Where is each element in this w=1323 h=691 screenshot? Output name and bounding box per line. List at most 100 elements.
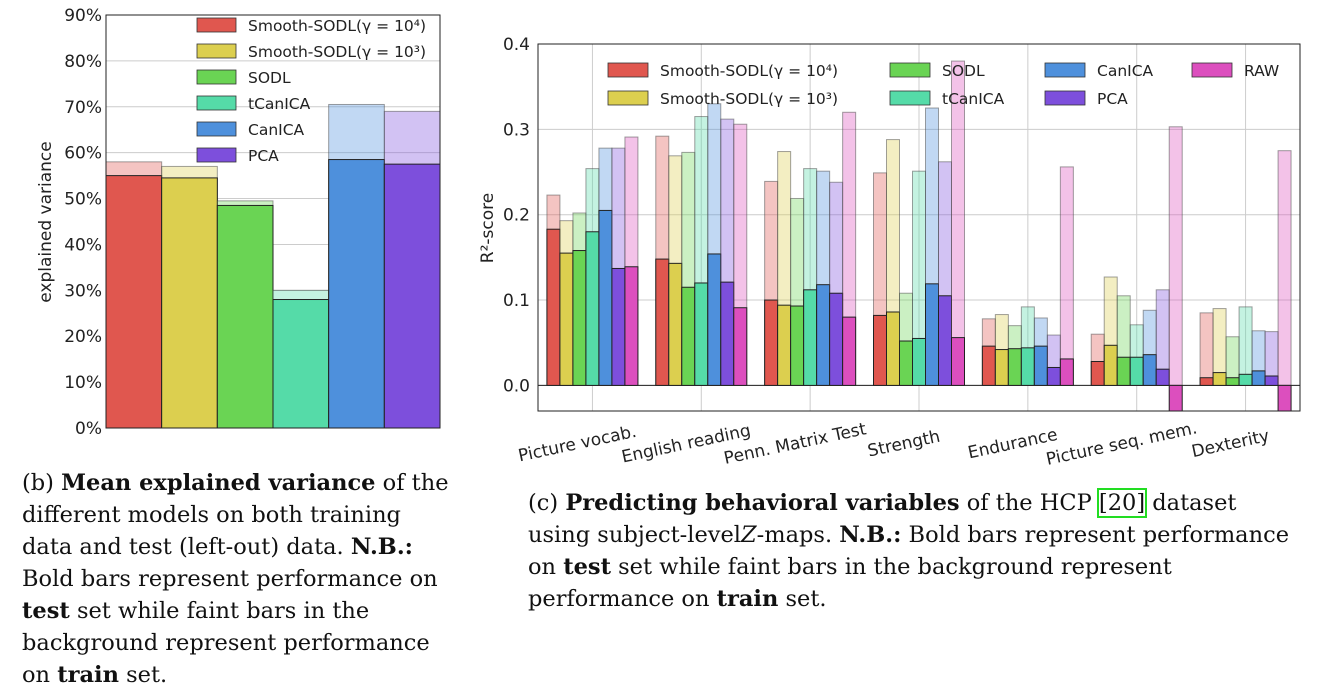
- left-caption-nb: N.B.:: [350, 534, 413, 560]
- right-legend-swatch: [1044, 62, 1086, 78]
- right-legend-label: RAW: [1244, 62, 1279, 80]
- right-bar-test: [777, 304, 792, 386]
- right-bar-test: [1212, 372, 1227, 386]
- left-caption-text3: set while faint bars in the background r…: [22, 598, 430, 688]
- left-bars: [105, 103, 441, 429]
- right-bar-test: [873, 314, 887, 386]
- right-bar-test: [1059, 358, 1074, 386]
- right-caption-test: test: [563, 554, 611, 580]
- left-legend-swatch: [196, 95, 237, 111]
- left-ytick-label: 10%: [64, 373, 102, 393]
- right-bar-test: [1251, 370, 1266, 386]
- right-bar-test: [1168, 384, 1183, 412]
- right-caption-text1: of the HCP: [966, 490, 1092, 516]
- right-legend-swatch: [889, 90, 931, 106]
- right-caption-text2: dataset using subject-level: [528, 490, 1237, 548]
- left-legend-label: SODL: [248, 69, 291, 87]
- left-caption-title: Mean explained variance: [61, 470, 376, 496]
- right-plot-frame: [537, 43, 1301, 412]
- right-bar-train: [951, 60, 965, 386]
- right-bar-test: [1142, 354, 1157, 386]
- right-bar-test: [842, 316, 857, 386]
- left-bar-test: [272, 299, 330, 429]
- right-legend-label: Smooth-SODL(γ = 10⁴): [660, 62, 838, 80]
- left-ytick-label: 90%: [64, 6, 102, 26]
- right-legend-label: tCanICA: [942, 90, 1005, 108]
- right-bar-train: [1199, 312, 1214, 386]
- right-caption-train: train: [716, 586, 779, 612]
- right-legend-label: CanICA: [1097, 62, 1154, 80]
- right-bar-train: [1238, 306, 1253, 386]
- left-legend-label: Smooth-SODL(γ = 10³): [248, 43, 426, 61]
- right-bar-test: [912, 337, 926, 386]
- right-bar-test: [925, 283, 939, 386]
- right-bar-test: [1046, 366, 1061, 386]
- left-bar-test: [105, 175, 163, 429]
- left-caption-text2: Bold bars represent performance on: [22, 566, 438, 592]
- left-legend-label: PCA: [248, 147, 279, 165]
- left-ytick-label: 80%: [64, 52, 102, 72]
- right-bar-test: [951, 337, 965, 386]
- right-bar-test: [707, 253, 722, 386]
- right-bar-test: [1033, 345, 1048, 386]
- left-ytick-label: 40%: [64, 235, 102, 255]
- right-caption-text6: set.: [785, 586, 827, 612]
- right-caption-text4: Bold bars represent performance on: [528, 522, 1290, 580]
- right-bar-test: [981, 345, 996, 386]
- right-legend-swatch: [1191, 62, 1233, 78]
- right-legend-label: PCA: [1097, 90, 1128, 108]
- right-bar-test: [1199, 377, 1214, 386]
- left-yticks: 0% 10% 20% 30% 40% 50% 60% 70% 80% 90%: [64, 6, 102, 439]
- right-bar-test: [1007, 348, 1022, 386]
- right-xtick-label: Picture vocab.: [516, 422, 638, 467]
- right-bar-test: [624, 266, 639, 386]
- right-bar-test: [1090, 360, 1105, 386]
- left-legend-swatch: [196, 69, 237, 85]
- right-bar-test: [694, 282, 709, 386]
- left-caption-text4: set.: [126, 662, 168, 688]
- right-bar-test: [546, 228, 561, 386]
- right-bar-test: [1225, 377, 1240, 386]
- behavioral-prediction-chart: 0.0 0.1 0.2 0.3 0.4 Picture vocab.English re…: [478, 35, 1301, 470]
- right-bar-test: [655, 258, 670, 386]
- right-bar-test: [1103, 344, 1118, 386]
- right-ytick-label: 0.3: [503, 120, 530, 140]
- right-caption-text3: -maps.: [756, 522, 833, 548]
- left-legend-label: Smooth-SODL(γ = 10⁴): [248, 17, 426, 35]
- right-bar-test: [803, 289, 818, 386]
- right-ytick-label: 0.1: [503, 291, 530, 311]
- right-legend-swatch: [1044, 90, 1086, 106]
- right-xtick-label: Dexterity: [1190, 426, 1271, 462]
- right-bar-test: [681, 286, 696, 386]
- left-ytick-label: 0%: [75, 419, 102, 439]
- right-bar-test: [598, 209, 613, 386]
- left-caption-train: train: [57, 662, 119, 688]
- left-legend-label: CanICA: [248, 121, 305, 139]
- right-bar-test: [668, 262, 683, 386]
- left-caption-text1: of the different models on both training…: [22, 470, 449, 560]
- right-bars: [546, 60, 1292, 412]
- right-ytick-label: 0.0: [503, 376, 530, 396]
- right-legend-swatch: [889, 62, 931, 78]
- left-caption-test: test: [22, 598, 70, 624]
- left-bar-test: [161, 177, 218, 429]
- right-caption-nb: N.B.:: [839, 522, 902, 548]
- right-bar-train: [1277, 150, 1292, 386]
- left-legend-label: tCanICA: [248, 95, 311, 113]
- left-y-axis-label: explained variance: [36, 141, 56, 303]
- right-caption: (c) Predicting behavioral variables of t…: [528, 487, 1298, 615]
- right-xtick-label: Picture seq. mem.: [1044, 418, 1199, 470]
- right-bar-test: [829, 292, 844, 386]
- right-bar-test: [1264, 375, 1279, 386]
- right-caption-text5: set while faint bars in the background r…: [528, 554, 1172, 612]
- right-bar-test: [1155, 368, 1170, 386]
- right-bar-test: [720, 281, 735, 386]
- right-bar-test: [1116, 356, 1131, 386]
- right-xtick-label: Strength: [866, 427, 942, 462]
- right-bar-test: [899, 340, 913, 386]
- right-bar-test: [611, 267, 626, 386]
- citation-link[interactable]: [20]: [1096, 488, 1148, 518]
- right-ytick-label: 0.4: [503, 35, 530, 55]
- left-bar-test: [383, 163, 441, 429]
- explained-variance-chart: 0% 10% 20% 30% 40% 50% 60% 70% 80% 90% explained …: [36, 6, 441, 439]
